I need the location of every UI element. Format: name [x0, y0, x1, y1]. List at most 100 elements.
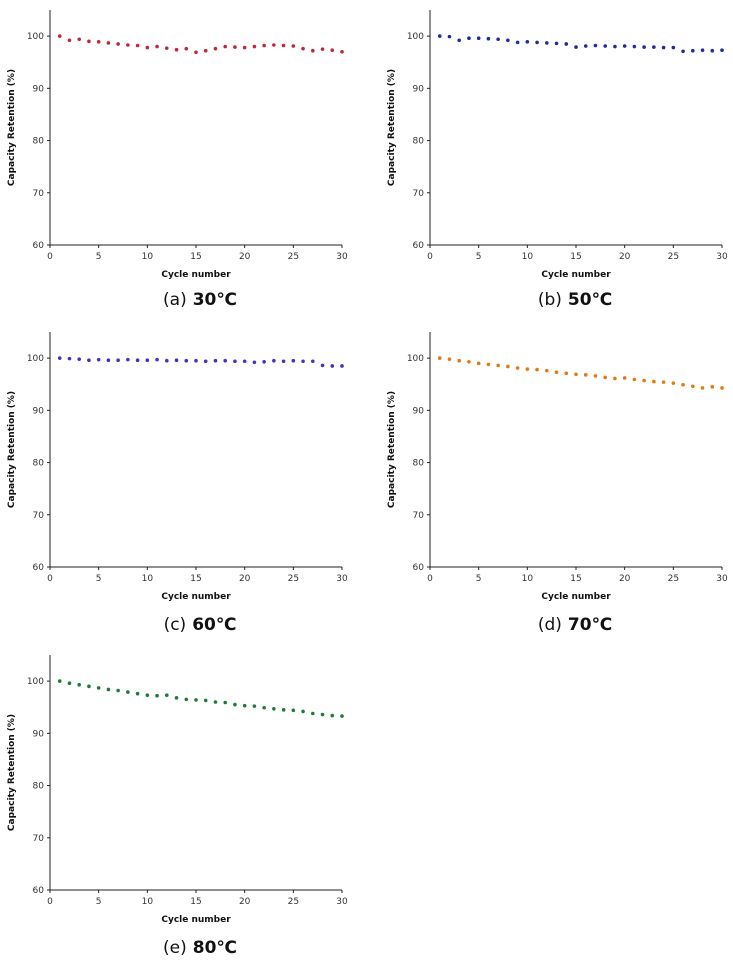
x-axis-title-a: Cycle number: [161, 270, 231, 280]
data-point-b: [525, 40, 530, 44]
x-tick-label-d: 5: [476, 574, 482, 584]
data-point-b: [535, 40, 539, 45]
y-tick-label-a: 70: [33, 189, 45, 199]
data-point-c: [135, 358, 140, 362]
data-point-a: [242, 45, 247, 50]
y-tick-label-d: 80: [413, 459, 425, 469]
data-point-c: [252, 360, 257, 365]
x-tick-label-b: 20: [619, 252, 631, 262]
x-tick-label-d: 20: [619, 574, 631, 584]
data-point-e: [57, 679, 62, 683]
data-point-a: [320, 47, 325, 51]
y-tick-label-b: 60: [413, 241, 425, 251]
data-point-d: [447, 357, 452, 361]
chart-a: 60 70 80 90 100 0 5 10 15 20 25 30 Cycle number Capac…: [7, 10, 348, 280]
data-point-e: [155, 693, 159, 698]
data-point-a: [281, 43, 286, 48]
data-point-a: [174, 47, 179, 52]
data-point-c: [223, 358, 227, 363]
data-point-e: [203, 698, 208, 703]
data-point-b: [496, 37, 500, 42]
caption-d-temp: 70℃: [567, 615, 613, 635]
data-point-d: [564, 371, 569, 376]
data-point-d: [476, 361, 481, 366]
y-tick-label-b: 100: [407, 32, 424, 42]
y-tick-label-a: 60: [33, 241, 45, 251]
data-point-e: [223, 700, 227, 705]
x-tick-label-b: 30: [716, 252, 728, 262]
caption-a-letter: (a): [163, 290, 187, 310]
data-point-c: [262, 359, 266, 364]
data-point-a: [184, 46, 189, 51]
data-point-c: [57, 356, 62, 360]
data-point-a: [340, 49, 344, 54]
data-point-d: [671, 381, 676, 385]
data-point-b: [613, 44, 617, 49]
y-tick-label-e: 70: [33, 834, 45, 844]
data-point-e: [126, 690, 130, 694]
x-tick-label-c: 20: [239, 574, 251, 584]
data-point-a: [203, 48, 208, 53]
y-tick-label-c: 80: [33, 459, 45, 469]
y-axis-title-b: Capacity Retention (%): [387, 69, 397, 186]
data-point-e: [106, 687, 111, 692]
data-point-d: [583, 373, 588, 377]
data-point-a: [213, 46, 218, 51]
y-axis-title-c: Capacity Retention (%): [7, 391, 17, 508]
x-axis-title-c: Cycle number: [161, 592, 231, 602]
data-point-c: [87, 358, 91, 362]
x-tick-label-e: 5: [96, 897, 102, 907]
data-point-b: [671, 45, 676, 50]
panel-e: 60 70 80 90 100 0 5 10 15 20 25 30 Cycle number Capac…: [0, 645, 360, 935]
x-tick-label-e: 15: [190, 897, 201, 907]
caption-d-letter: (d): [537, 615, 562, 635]
data-point-e: [87, 684, 91, 689]
data-point-e: [116, 688, 120, 693]
data-point-c: [311, 359, 315, 364]
y-axis-title-d: Capacity Retention (%): [387, 391, 397, 508]
data-point-b: [622, 44, 627, 48]
data-point-b: [603, 44, 607, 48]
data-point-b: [515, 40, 520, 45]
data-point-a: [67, 38, 72, 43]
x-tick-label-a: 10: [142, 252, 154, 262]
data-point-e: [301, 709, 305, 714]
data-point-b: [710, 48, 715, 53]
y-tick-label-c: 70: [33, 511, 45, 521]
data-point-b: [467, 36, 471, 40]
chart-d: 60 70 80 90 100 0 5 10 15 20 25 30 Cycle number Capac…: [387, 332, 728, 602]
data-point-e: [281, 708, 286, 712]
data-point-c: [116, 358, 120, 362]
data-point-c: [106, 358, 111, 362]
caption-c-temp: 60℃: [192, 615, 237, 635]
y-tick-label-e: 80: [33, 782, 45, 792]
data-point-d: [457, 358, 461, 363]
data-point-a: [77, 37, 81, 42]
y-tick-label-a: 80: [33, 137, 45, 147]
data-point-d: [593, 374, 598, 378]
panel-d: 60 70 80 90 100 0 5 10 15 20 25 30 Cycle number Capac…: [380, 322, 733, 612]
data-point-a: [272, 43, 276, 47]
data-point-d: [622, 376, 627, 380]
x-axis-title-e: Cycle number: [161, 915, 231, 925]
data-point-d: [515, 366, 520, 370]
x-tick-label-d: 30: [716, 574, 728, 584]
data-point-b: [447, 34, 452, 39]
data-point-e: [174, 696, 179, 700]
caption-b-temp: 50℃: [567, 290, 613, 310]
x-tick-label-d: 0: [427, 574, 433, 584]
chart-b: 60 70 80 90 100 0 5 10 15 20 25 30 Cycle number Capac…: [387, 10, 728, 280]
data-point-a: [301, 46, 305, 51]
y-tick-label-d: 60: [413, 563, 425, 573]
caption-e-temp: 80℃: [192, 938, 237, 958]
data-point-a: [223, 44, 227, 49]
data-point-b: [437, 34, 442, 38]
data-point-d: [710, 385, 715, 389]
caption-d: (d) 70℃: [425, 615, 725, 635]
y-tick-label-d: 70: [413, 511, 425, 521]
data-point-b: [554, 41, 559, 46]
caption-a: (a) 30℃: [50, 290, 350, 310]
y-tick-label-c: 100: [27, 354, 44, 364]
data-point-b: [691, 48, 695, 53]
data-point-c: [77, 357, 81, 361]
